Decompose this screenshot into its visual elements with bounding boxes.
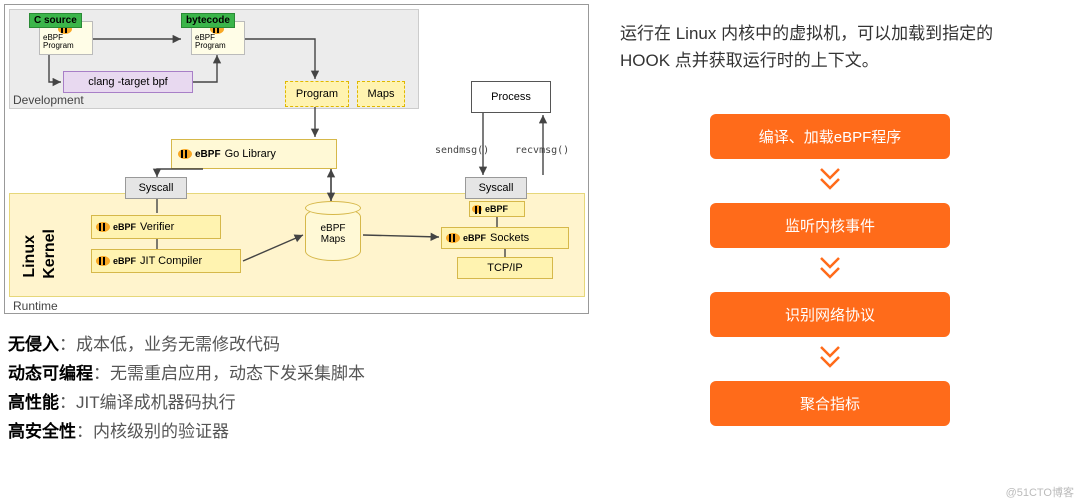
syscall-right: Syscall — [465, 177, 527, 199]
bullet-3: 高安全性：内核级别的验证器 — [8, 417, 600, 442]
bee-icon — [472, 205, 482, 213]
right-panel: 运行在 Linux 内核中的虚拟机，可以加载到指定的 HOOK 点并获取运行时的… — [600, 0, 1080, 504]
bullet-0: 无侵入：成本低，业务无需修改代码 — [8, 330, 600, 355]
runtime-label: Runtime — [13, 299, 58, 313]
jit-box: eBPF JIT Compiler — [91, 249, 241, 273]
ebpf-small: eBPF — [469, 201, 525, 217]
ebpf-maps-top — [305, 201, 361, 215]
c-source-tag: C source — [29, 13, 82, 28]
linux-label: Linux — [21, 235, 39, 278]
program-box: Program — [285, 81, 349, 107]
flow-step-1: 监听内核事件 — [710, 203, 950, 248]
flow-chart: 编译、加载eBPF程序 监听内核事件 识别网络协议 聚合指标 — [620, 114, 1040, 426]
tcpip-box: TCP/IP — [457, 257, 553, 279]
clang-box: clang -target bpf — [63, 71, 193, 93]
verifier-box: eBPF Verifier — [91, 215, 221, 239]
flow-arrow-icon — [815, 343, 845, 373]
kernel-label: Kernel — [41, 229, 59, 279]
dev-label: Development — [13, 93, 84, 107]
flow-step-3: 聚合指标 — [710, 381, 950, 426]
bullet-2: 高性能：JIT编译成机器码执行 — [8, 388, 600, 413]
golib-box: eBPF Go Library — [171, 139, 337, 169]
intro-text: 运行在 Linux 内核中的虚拟机，可以加载到指定的 HOOK 点并获取运行时的… — [620, 20, 1040, 74]
watermark: @51CTO博客 — [1006, 484, 1074, 500]
sockets-box: eBPF Sockets — [441, 227, 569, 249]
syscall-left: Syscall — [125, 177, 187, 199]
bullet-1: 动态可编程：无需重启应用，动态下发采集脚本 — [8, 359, 600, 384]
left-panel: Development Runtime Linux Kernel eBPF Pr… — [0, 0, 600, 504]
bee-icon — [96, 256, 110, 266]
ebpf-maps: eBPF Maps — [305, 207, 361, 261]
flow-arrow-icon — [815, 254, 845, 284]
flow-step-0: 编译、加载eBPF程序 — [710, 114, 950, 159]
process-box: Process — [471, 81, 551, 113]
flow-step-2: 识别网络协议 — [710, 292, 950, 337]
sendmsg-label: sendmsg() — [435, 145, 489, 156]
bee-icon — [178, 149, 192, 159]
feature-bullets: 无侵入：成本低，业务无需修改代码 动态可编程：无需重启应用，动态下发采集脚本 高… — [0, 322, 600, 442]
flow-arrow-icon — [815, 165, 845, 195]
bee-icon — [96, 222, 110, 232]
bee-icon — [446, 233, 460, 243]
architecture-diagram: Development Runtime Linux Kernel eBPF Pr… — [4, 4, 589, 314]
bytecode-tag: bytecode — [181, 13, 235, 28]
maps-box: Maps — [357, 81, 405, 107]
recvmsg-label: recvmsg() — [515, 145, 569, 156]
